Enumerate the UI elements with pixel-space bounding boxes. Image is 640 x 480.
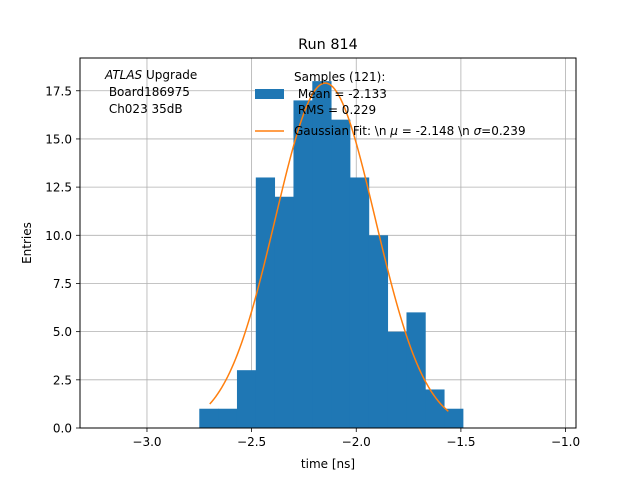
histogram-bar — [199, 408, 219, 428]
y-tick-label: 0.0 — [53, 422, 72, 436]
legend-fit-label: Gaussian Fit: \n μ = -2.148 \n σ=0.239 — [294, 124, 526, 138]
fit-curve-layer — [209, 82, 449, 412]
legend-histogram-label-line3: RMS = 0.229 — [294, 103, 376, 117]
upgrade-label: Upgrade — [142, 68, 197, 82]
histogram-bar — [406, 312, 426, 428]
y-ticks: 0.0 2.5 5.0 7.5 10.0 12.5 15.0 17.5 — [45, 84, 80, 436]
x-tick-label: −1.0 — [551, 435, 580, 449]
legend-histogram-swatch — [255, 89, 284, 99]
legend-fit-label-post: =0.239 — [481, 124, 525, 138]
histogram-bar — [349, 177, 370, 428]
plot-frame — [79, 57, 577, 429]
y-tick-label: 2.5 — [53, 373, 72, 387]
x-ticks: −3.0 −2.5 −2.0 −1.5 −1.0 — [132, 428, 580, 449]
histogram-bar — [274, 196, 294, 428]
legend-histogram-label-line1: Samples (121): — [294, 70, 385, 84]
legend-fit-mu-symbol: μ — [389, 124, 398, 138]
histogram-bar — [255, 177, 276, 428]
legend-fit-label-pre: Gaussian Fit: \n — [294, 124, 390, 138]
legend-fit-sigma-symbol: σ — [474, 124, 482, 138]
y-tick-label: 12.5 — [45, 181, 72, 195]
x-axis-label: time [ns] — [301, 457, 355, 471]
histogram-bar — [293, 100, 313, 428]
legend-histogram-label-line2: Mean = -2.133 — [294, 87, 387, 101]
histogram-bar — [387, 331, 407, 428]
y-tick-label: 17.5 — [45, 84, 72, 98]
x-tick-label: −2.0 — [342, 435, 371, 449]
y-tick-label: 10.0 — [45, 229, 72, 243]
x-tick-label: −2.5 — [237, 435, 266, 449]
y-tick-label: 7.5 — [53, 277, 72, 291]
channel-label: Ch023 35dB — [105, 102, 183, 116]
x-tick-label: −3.0 — [132, 435, 161, 449]
histogram-bar — [425, 389, 445, 428]
chart-title: Run 814 — [298, 37, 358, 53]
histogram-bar — [236, 370, 257, 428]
y-tick-label: 5.0 — [53, 325, 72, 339]
legend-fit-label-mid: = -2.148 \n — [398, 124, 474, 138]
histogram-bar — [218, 408, 238, 428]
x-tick-label: −1.5 — [446, 435, 475, 449]
atlas-label: ATLAS — [104, 68, 143, 82]
histogram-bar — [368, 235, 389, 428]
y-axis-label: Entries — [20, 222, 34, 264]
board-label: Board186975 — [105, 85, 190, 99]
svg-text:ATLAS Upgrade: ATLAS Upgrade — [104, 68, 197, 82]
y-tick-label: 15.0 — [45, 132, 72, 146]
gaussian-fit-curve — [209, 82, 449, 412]
legend: Samples (121): Mean = -2.133 RMS = 0.229… — [255, 70, 526, 138]
histogram-bar — [312, 81, 332, 428]
atlas-annotation: ATLAS Upgrade Board186975 Ch023 35dB — [104, 68, 197, 116]
histogram-bar — [444, 408, 464, 428]
histogram-bar — [331, 119, 351, 429]
